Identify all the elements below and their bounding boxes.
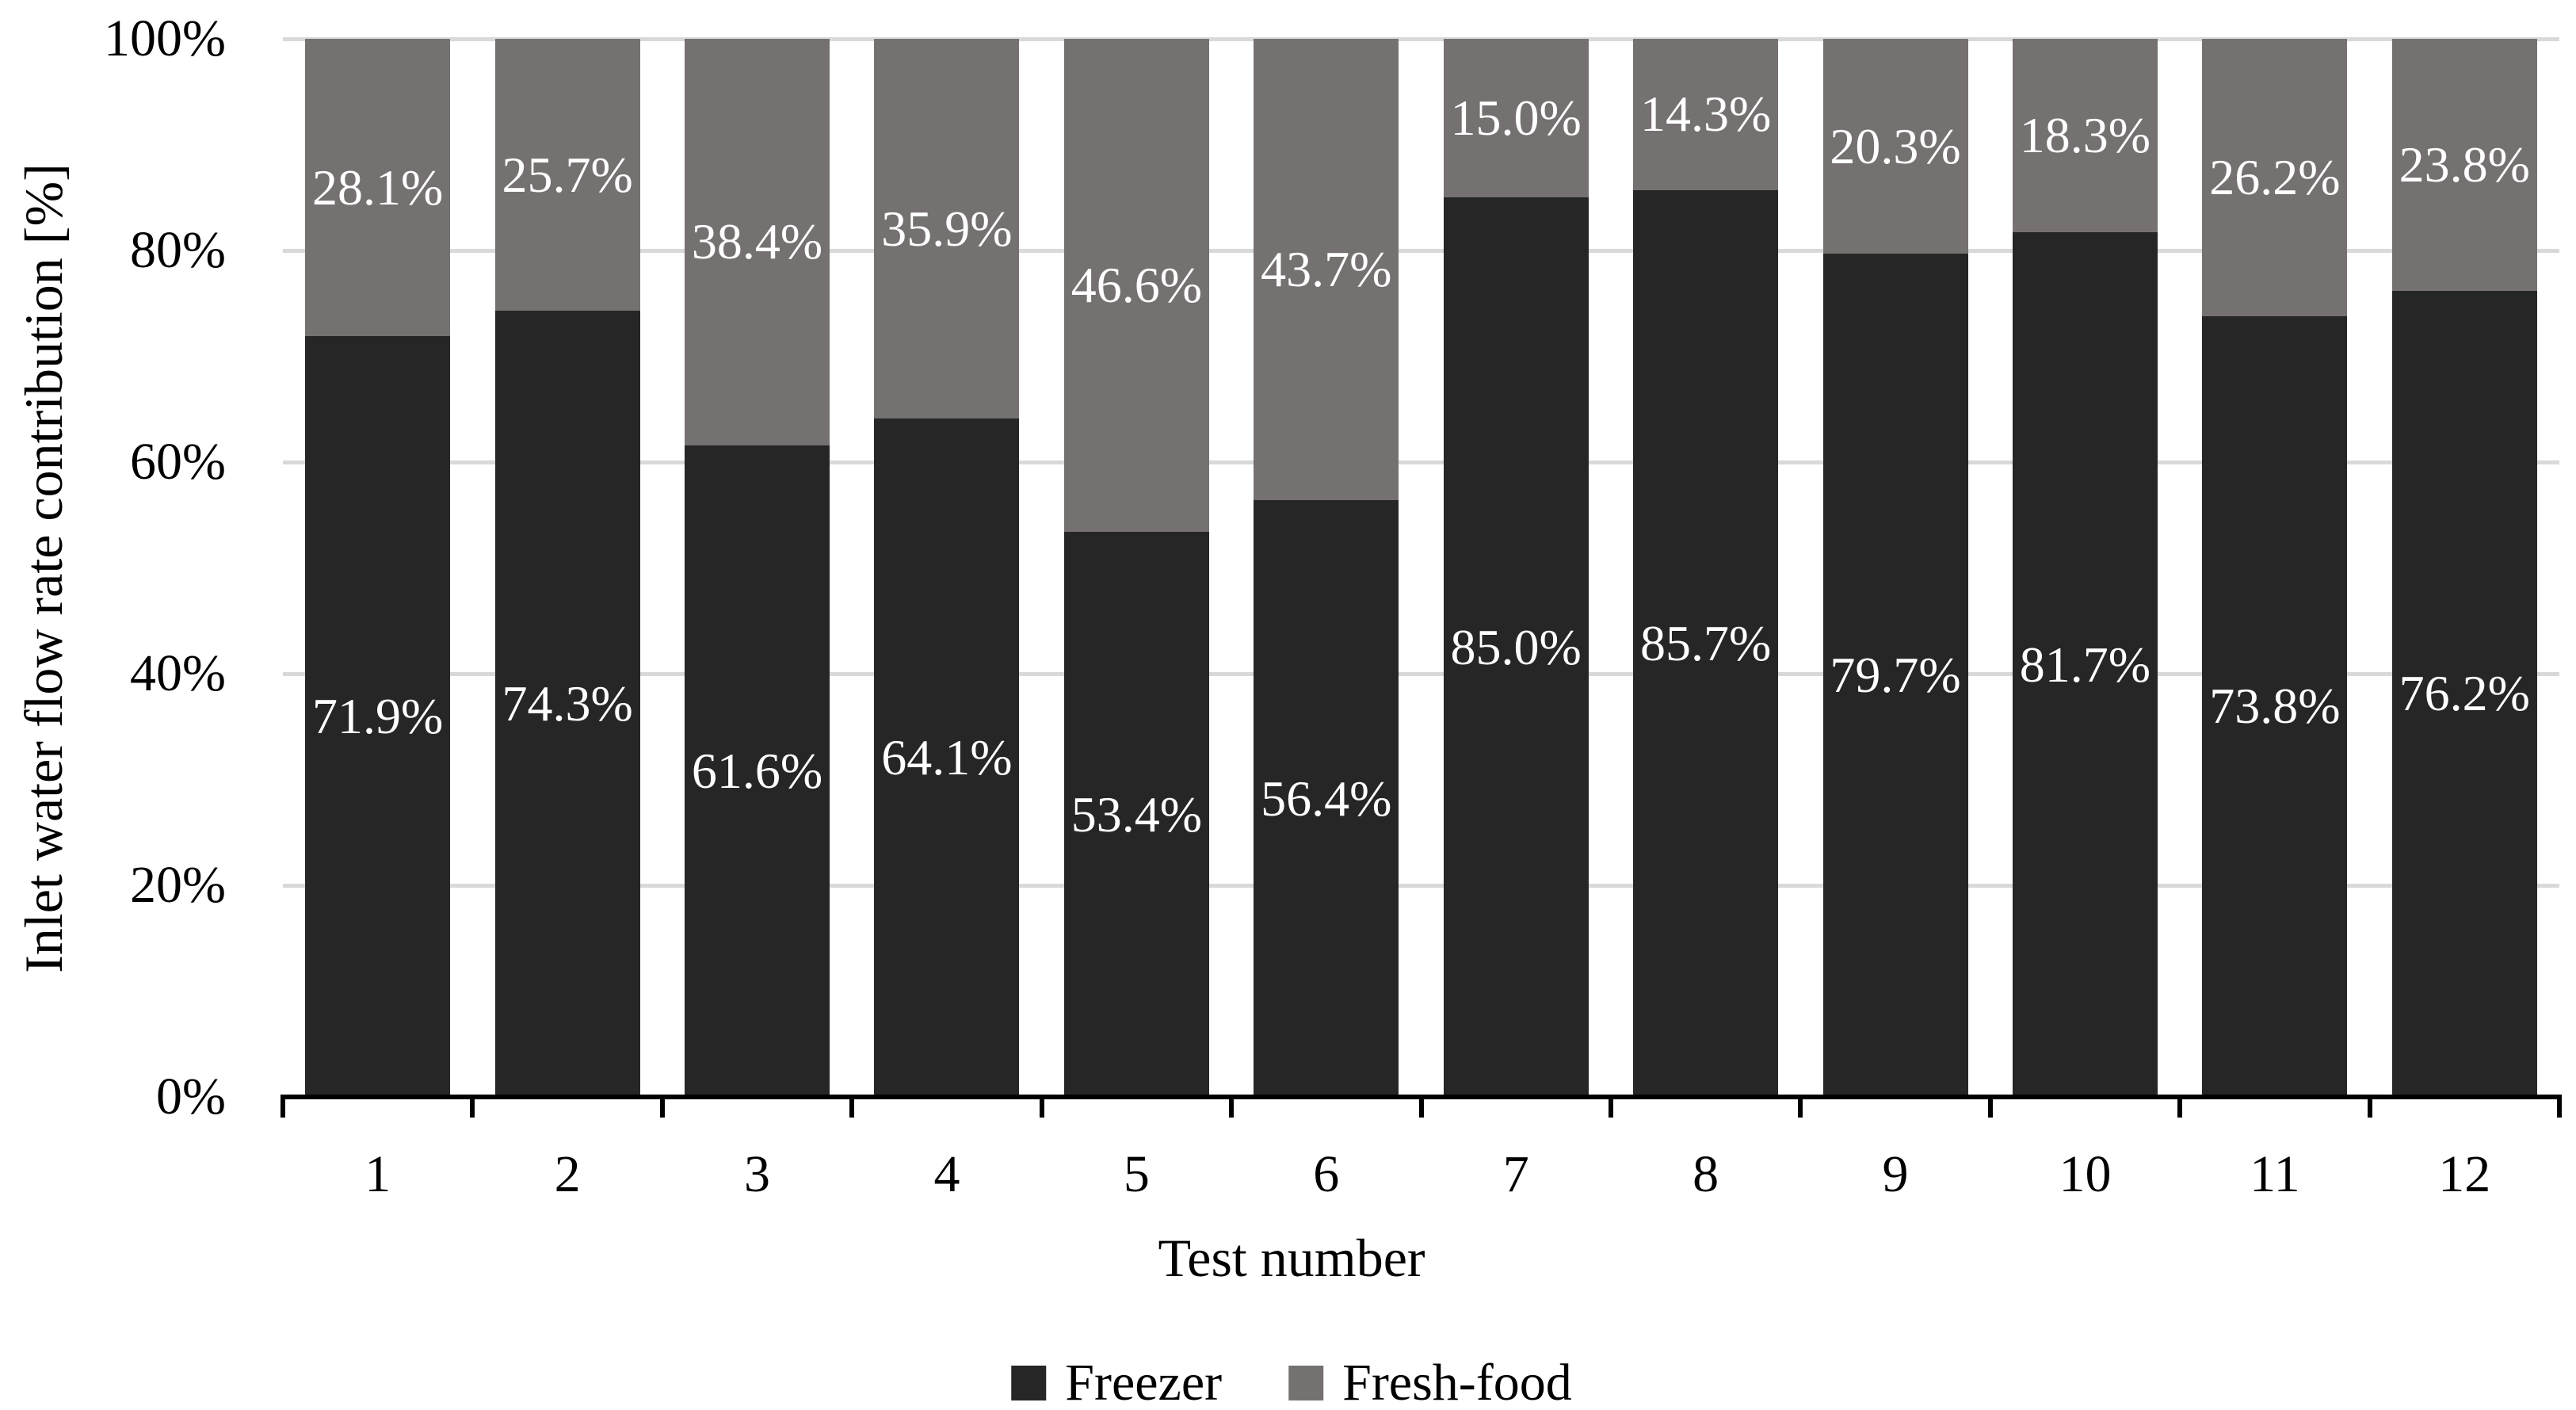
bar-freezer-4 <box>874 418 1020 1097</box>
x-tick-mark-12 <box>2557 1099 2562 1118</box>
x-tick-mark-3 <box>849 1099 855 1118</box>
x-tick-label-2: 2 <box>554 1145 581 1203</box>
x-tick-mark-0 <box>280 1099 285 1118</box>
data-label-fresh-food-9: 20.3% <box>1830 117 1961 174</box>
data-label-freezer-5: 53.4% <box>1070 785 1203 843</box>
x-axis-title: Test number <box>1158 1228 1425 1288</box>
data-label-fresh-food-3: 38.4% <box>691 213 823 270</box>
x-tick-label-7: 7 <box>1502 1145 1529 1203</box>
bar-freezer-3 <box>685 445 830 1097</box>
legend-marker-freezer <box>1011 1366 1047 1400</box>
bar-fresh-food-11 <box>2202 39 2348 316</box>
data-label-freezer-12: 76.2% <box>2399 665 2530 722</box>
data-label-freezer-6: 56.4% <box>1261 770 1392 827</box>
x-tick-label-9: 9 <box>1882 1145 1909 1203</box>
x-tick-mark-1 <box>470 1099 475 1118</box>
x-tick-mark-7 <box>1608 1099 1613 1118</box>
data-label-freezer-4: 64.1% <box>881 729 1013 786</box>
bar-freezer-8 <box>1633 189 1779 1097</box>
legend: Freezer Fresh-food <box>1011 1357 1572 1409</box>
data-label-freezer-8: 85.7% <box>1639 614 1772 671</box>
bar-freezer-1 <box>305 336 451 1097</box>
x-tick-mark-8 <box>1798 1099 1803 1118</box>
x-tick-label-6: 6 <box>1313 1145 1340 1203</box>
legend-marker-fresh-food <box>1288 1366 1324 1400</box>
data-label-freezer-3: 61.6% <box>691 742 823 799</box>
x-tick-mark-2 <box>659 1099 665 1118</box>
y-tick-label-40: 40% <box>130 644 226 702</box>
bar-freezer-10 <box>2012 232 2158 1097</box>
bar-fresh-food-6 <box>1254 39 1399 501</box>
data-label-freezer-10: 81.7% <box>2019 636 2151 693</box>
data-label-fresh-food-12: 23.8% <box>2399 136 2530 193</box>
bar-fresh-food-4 <box>874 39 1020 419</box>
data-label-fresh-food-5: 46.6% <box>1070 257 1203 314</box>
x-tick-label-3: 3 <box>744 1145 771 1203</box>
data-label-fresh-food-2: 25.7% <box>502 146 633 203</box>
x-tick-mark-9 <box>1987 1099 1993 1118</box>
x-tick-mark-4 <box>1039 1099 1044 1118</box>
bar-freezer-7 <box>1443 197 1589 1097</box>
data-label-fresh-food-8: 14.3% <box>1639 86 1772 143</box>
data-label-freezer-2: 74.3% <box>502 675 633 732</box>
x-tick-label-4: 4 <box>933 1145 960 1203</box>
y-tick-label-80: 80% <box>130 221 226 279</box>
data-label-fresh-food-1: 28.1% <box>312 159 444 216</box>
data-label-fresh-food-10: 18.3% <box>2019 107 2151 164</box>
x-tick-mark-10 <box>2177 1099 2183 1118</box>
x-tick-label-10: 10 <box>2059 1145 2112 1203</box>
legend-item-fresh-food: Fresh-food <box>1288 1357 1572 1409</box>
bar-fresh-food-3 <box>685 39 830 445</box>
x-tick-label-12: 12 <box>2438 1145 2491 1203</box>
bar-freezer-12 <box>2391 290 2537 1097</box>
bar-freezer-9 <box>1822 254 1968 1097</box>
x-axis-line <box>280 1095 2562 1099</box>
x-tick-label-8: 8 <box>1693 1145 1719 1203</box>
bar-fresh-food-10 <box>2012 39 2158 233</box>
legend-label-freezer: Freezer <box>1065 1354 1223 1410</box>
y-tick-label-100: 100% <box>104 10 226 67</box>
legend-label-fresh-food: Fresh-food <box>1342 1354 1572 1410</box>
data-label-freezer-7: 85.0% <box>1450 618 1582 675</box>
data-label-fresh-food-4: 35.9% <box>881 200 1013 257</box>
bar-freezer-6 <box>1254 500 1399 1097</box>
gridline-60 <box>283 460 2559 464</box>
gridline-20 <box>283 883 2559 888</box>
data-label-freezer-9: 79.7% <box>1830 647 1961 703</box>
y-axis-title: Inlet water flow rate contribution [%] <box>13 162 74 973</box>
data-label-freezer-11: 73.8% <box>2209 678 2341 735</box>
x-tick-label-11: 11 <box>2250 1145 2300 1203</box>
gridline-100 <box>283 36 2559 41</box>
data-label-freezer-1: 71.9% <box>312 688 444 745</box>
y-tick-label-20: 20% <box>130 856 226 914</box>
x-tick-label-5: 5 <box>1123 1145 1150 1203</box>
x-tick-label-1: 1 <box>364 1145 391 1203</box>
y-tick-label-0: 0% <box>156 1068 226 1125</box>
bar-fresh-food-2 <box>494 39 640 311</box>
x-tick-mark-5 <box>1229 1099 1235 1118</box>
legend-item-freezer: Freezer <box>1011 1357 1222 1409</box>
bar-freezer-5 <box>1063 532 1209 1097</box>
bar-fresh-food-1 <box>305 39 451 337</box>
gridline-80 <box>283 248 2559 253</box>
data-label-fresh-food-11: 26.2% <box>2209 148 2341 205</box>
x-tick-mark-6 <box>1418 1099 1424 1118</box>
bar-fresh-food-7 <box>1443 39 1589 198</box>
bar-freezer-2 <box>494 311 640 1097</box>
data-label-fresh-food-7: 15.0% <box>1450 90 1582 147</box>
data-label-fresh-food-6: 43.7% <box>1261 241 1392 298</box>
bar-fresh-food-5 <box>1063 39 1209 533</box>
y-tick-label-60: 60% <box>130 433 226 491</box>
bar-freezer-11 <box>2202 315 2348 1097</box>
bar-fresh-food-12 <box>2391 39 2537 291</box>
bar-fresh-food-9 <box>1822 39 1968 254</box>
x-tick-mark-11 <box>2367 1099 2372 1118</box>
bar-fresh-food-8 <box>1633 39 1779 190</box>
gridline-40 <box>283 671 2559 676</box>
